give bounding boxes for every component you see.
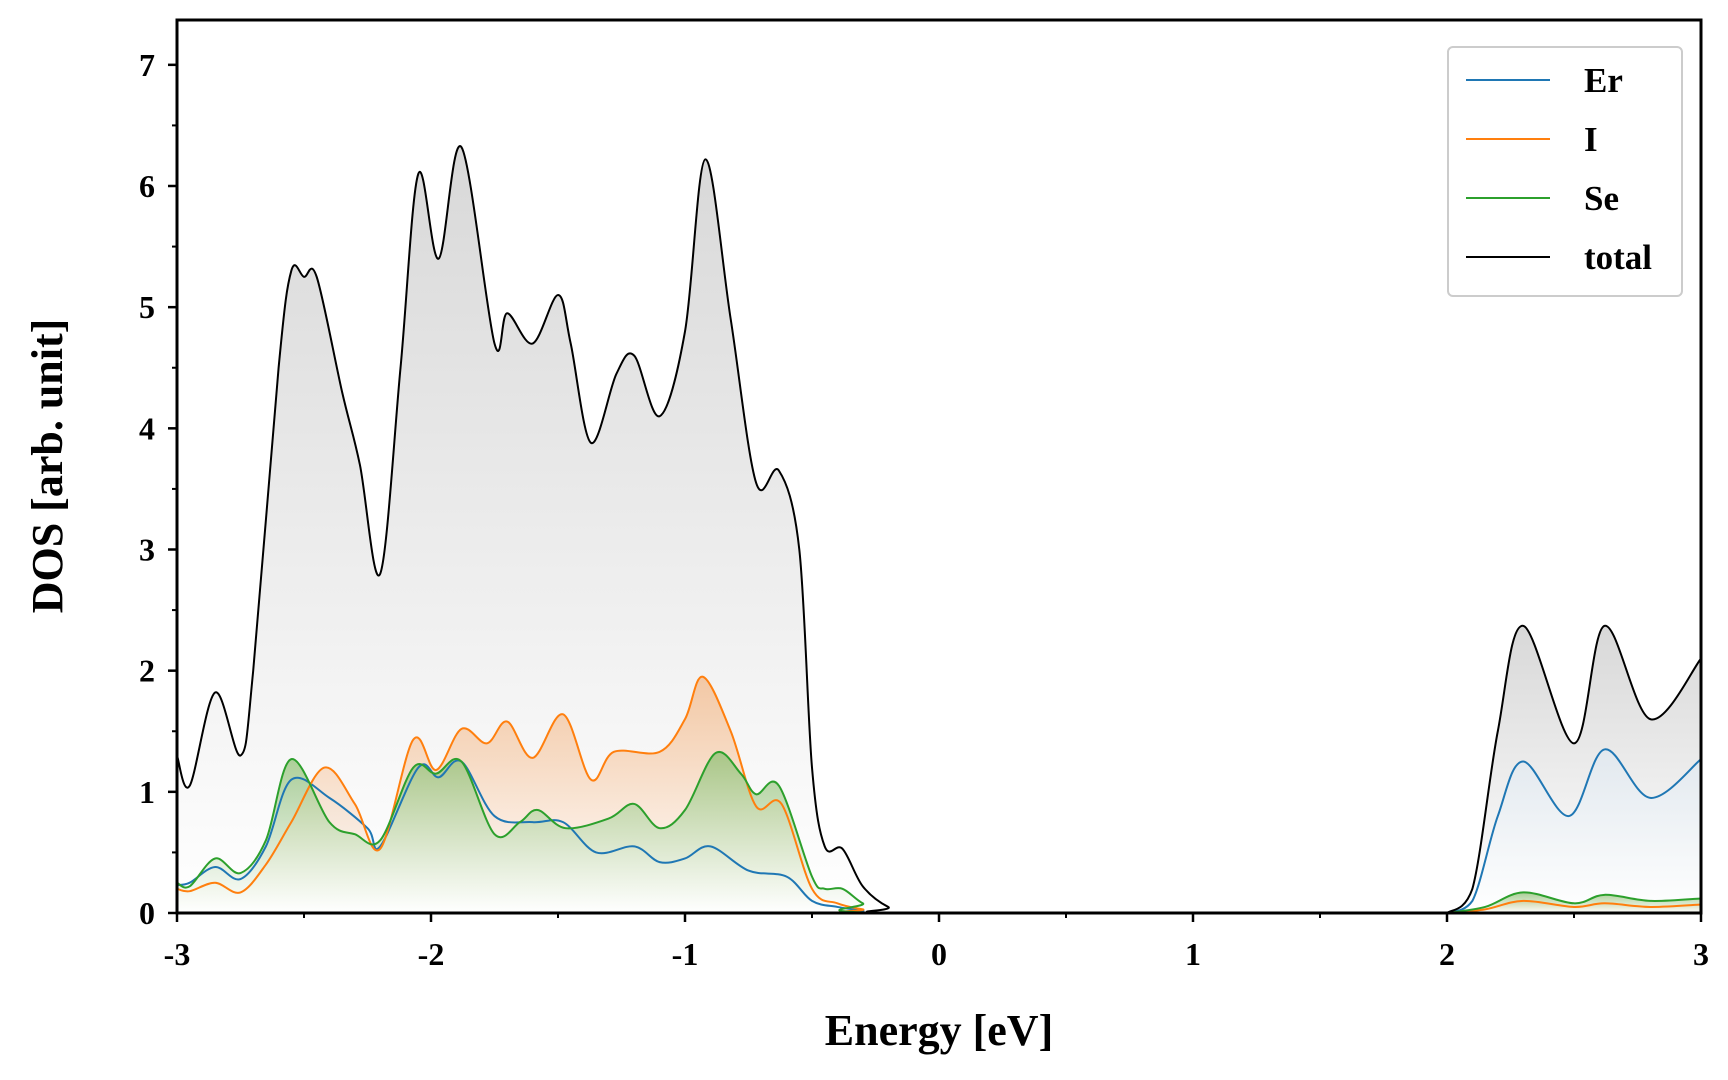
fill-total: [177, 146, 1447, 913]
legend: Er I Se total: [1447, 46, 1683, 297]
fill-se: [1447, 892, 1701, 913]
y-tick-label: 1: [139, 774, 155, 810]
y-tick-label: 0: [139, 895, 155, 931]
line-er: [1446, 748, 1701, 913]
line-i: [177, 675, 1447, 913]
y-axis-label: DOS [arb. unit]: [23, 319, 72, 614]
line-total: [1446, 624, 1701, 913]
legend-label-total: total: [1584, 238, 1652, 277]
x-tick-label: 0: [931, 936, 947, 972]
legend-label-er: Er: [1584, 61, 1623, 100]
line-se: [1446, 891, 1701, 913]
legend-label-i: I: [1584, 120, 1598, 159]
y-tick-label: 5: [139, 289, 155, 325]
x-tick-label: -1: [672, 936, 699, 972]
y-tick-label: 7: [139, 47, 155, 83]
y-tick-label: 6: [139, 168, 155, 204]
line-se: [177, 750, 1447, 913]
y-tick-label: 2: [139, 653, 155, 689]
fill-se: [177, 751, 1447, 913]
x-tick-label: -3: [164, 936, 191, 972]
axes: -3 -2 -1 0 1 2 3 0 1 2 3 4 5 6 7: [139, 47, 1709, 972]
legend-box: [1447, 46, 1683, 297]
fill-er: [1447, 749, 1701, 913]
x-tick-label: 2: [1439, 936, 1455, 972]
y-tick-label: 3: [139, 531, 155, 567]
legend-label-se: Se: [1584, 179, 1619, 218]
x-tick-label: 1: [1185, 936, 1201, 972]
x-tick-label: 3: [1693, 936, 1709, 972]
x-axis-label: Energy [eV]: [825, 1006, 1054, 1055]
line-total: [177, 145, 1447, 913]
y-tick-label: 4: [139, 410, 155, 446]
series-lines: [177, 145, 1701, 913]
x-tick-label: -2: [418, 936, 445, 972]
line-i: [1446, 899, 1701, 913]
